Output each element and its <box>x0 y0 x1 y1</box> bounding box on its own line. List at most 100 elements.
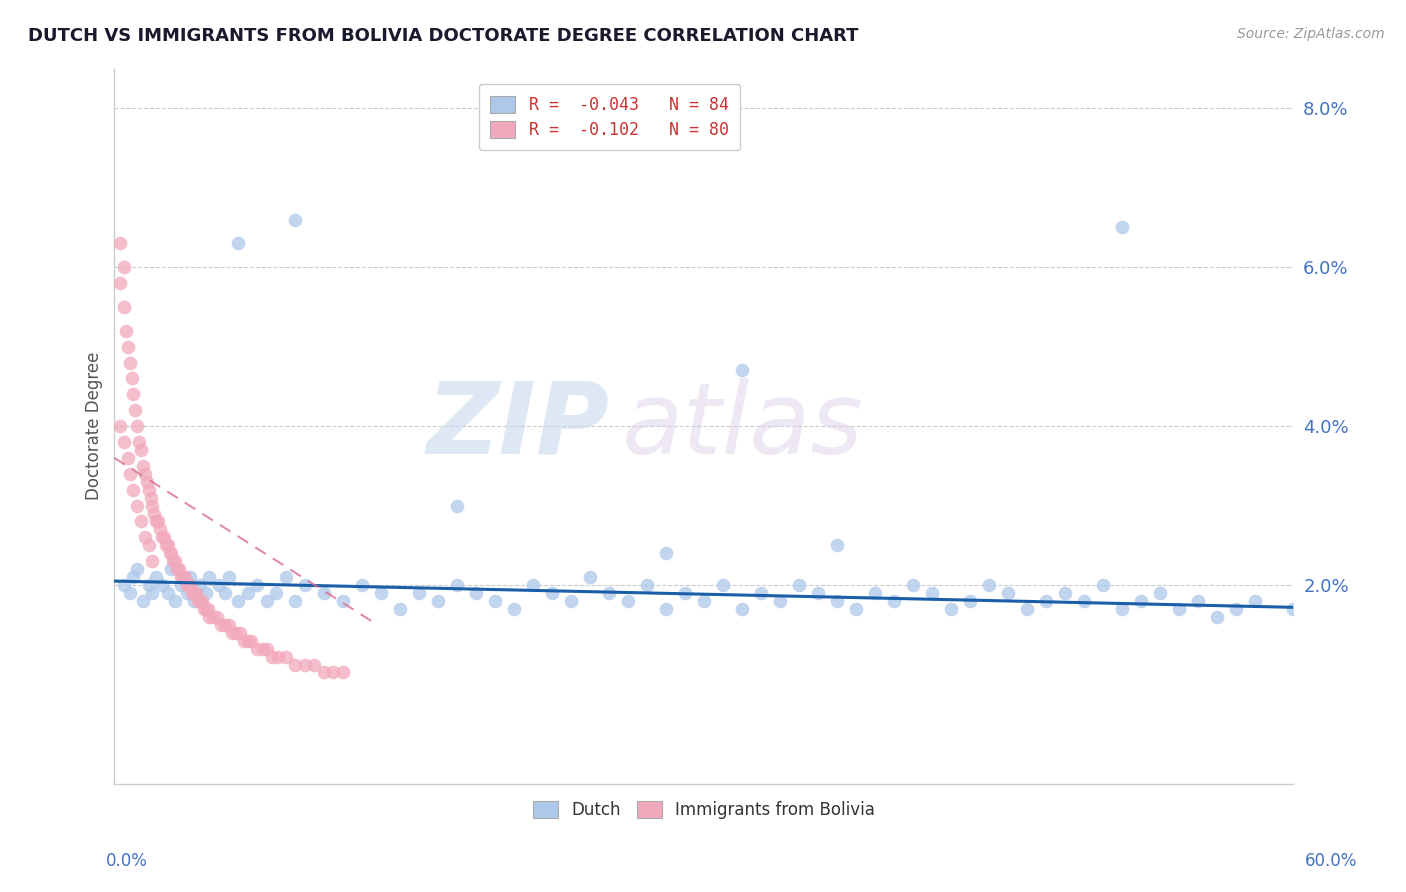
Point <box>807 586 830 600</box>
Point <box>108 276 131 290</box>
Point <box>484 594 506 608</box>
Point <box>921 586 943 600</box>
Point <box>1149 586 1171 600</box>
Point <box>165 594 187 608</box>
Point <box>787 578 810 592</box>
Point <box>388 602 411 616</box>
Point <box>183 594 205 608</box>
Point <box>176 586 198 600</box>
Point <box>636 578 658 592</box>
Point <box>1168 602 1191 616</box>
Point <box>181 586 204 600</box>
Point <box>883 594 905 608</box>
Point <box>845 602 868 616</box>
Point <box>1017 602 1039 616</box>
Point <box>145 515 167 529</box>
Point <box>522 578 544 592</box>
Point <box>979 578 1001 592</box>
Point <box>673 586 696 600</box>
Point <box>150 530 173 544</box>
Point <box>426 594 449 608</box>
Point <box>138 483 160 497</box>
Point <box>997 586 1019 600</box>
Point <box>294 578 316 592</box>
Point <box>135 475 157 489</box>
Point <box>1282 602 1305 616</box>
Point <box>256 594 278 608</box>
Point <box>143 507 166 521</box>
Point <box>170 570 193 584</box>
Point <box>127 562 149 576</box>
Point <box>825 538 848 552</box>
Point <box>1111 220 1133 235</box>
Point <box>214 586 236 600</box>
Point <box>1092 578 1115 592</box>
Point <box>127 499 149 513</box>
Point <box>179 570 201 584</box>
Point <box>302 657 325 672</box>
Point <box>122 483 145 497</box>
Point <box>226 594 249 608</box>
Point <box>118 467 141 481</box>
Point <box>256 641 278 656</box>
Point <box>118 355 141 369</box>
Point <box>274 649 297 664</box>
Point <box>160 546 183 560</box>
Point <box>863 586 886 600</box>
Text: 0.0%: 0.0% <box>105 852 148 870</box>
Point <box>160 562 183 576</box>
Point <box>153 530 176 544</box>
Point <box>240 633 263 648</box>
Point <box>1130 594 1153 608</box>
Point <box>322 665 344 680</box>
Point <box>117 340 139 354</box>
Point <box>959 594 981 608</box>
Point <box>194 602 217 616</box>
Point <box>145 570 167 584</box>
Text: DUTCH VS IMMIGRANTS FROM BOLIVIA DOCTORATE DEGREE CORRELATION CHART: DUTCH VS IMMIGRANTS FROM BOLIVIA DOCTORA… <box>28 27 859 45</box>
Point <box>121 371 143 385</box>
Point <box>731 602 754 616</box>
Point <box>312 586 335 600</box>
Point <box>214 617 236 632</box>
Point <box>221 625 243 640</box>
Point <box>176 578 198 592</box>
Point <box>134 467 156 481</box>
Point <box>122 570 145 584</box>
Point <box>218 617 240 632</box>
Point <box>188 594 211 608</box>
Point <box>284 212 307 227</box>
Point <box>264 586 287 600</box>
Point <box>172 570 194 584</box>
Point <box>229 625 252 640</box>
Point <box>205 610 228 624</box>
Point <box>208 578 231 592</box>
Point <box>112 435 135 450</box>
Point <box>138 578 160 592</box>
Point <box>294 657 316 672</box>
Point <box>617 594 640 608</box>
Point <box>156 586 179 600</box>
Point <box>769 594 792 608</box>
Point <box>132 594 155 608</box>
Point <box>149 523 172 537</box>
Point <box>370 586 392 600</box>
Point <box>165 554 187 568</box>
Point <box>236 586 259 600</box>
Text: 60.0%: 60.0% <box>1305 852 1357 870</box>
Point <box>124 403 146 417</box>
Point <box>598 586 620 600</box>
Point <box>408 586 430 600</box>
Point <box>187 594 209 608</box>
Point <box>1035 594 1057 608</box>
Point <box>560 594 582 608</box>
Point <box>118 586 141 600</box>
Point <box>198 610 221 624</box>
Point <box>170 578 193 592</box>
Point <box>134 530 156 544</box>
Point <box>446 499 468 513</box>
Point <box>284 657 307 672</box>
Point <box>749 586 772 600</box>
Point <box>108 419 131 434</box>
Legend: Dutch, Immigrants from Bolivia: Dutch, Immigrants from Bolivia <box>526 794 882 825</box>
